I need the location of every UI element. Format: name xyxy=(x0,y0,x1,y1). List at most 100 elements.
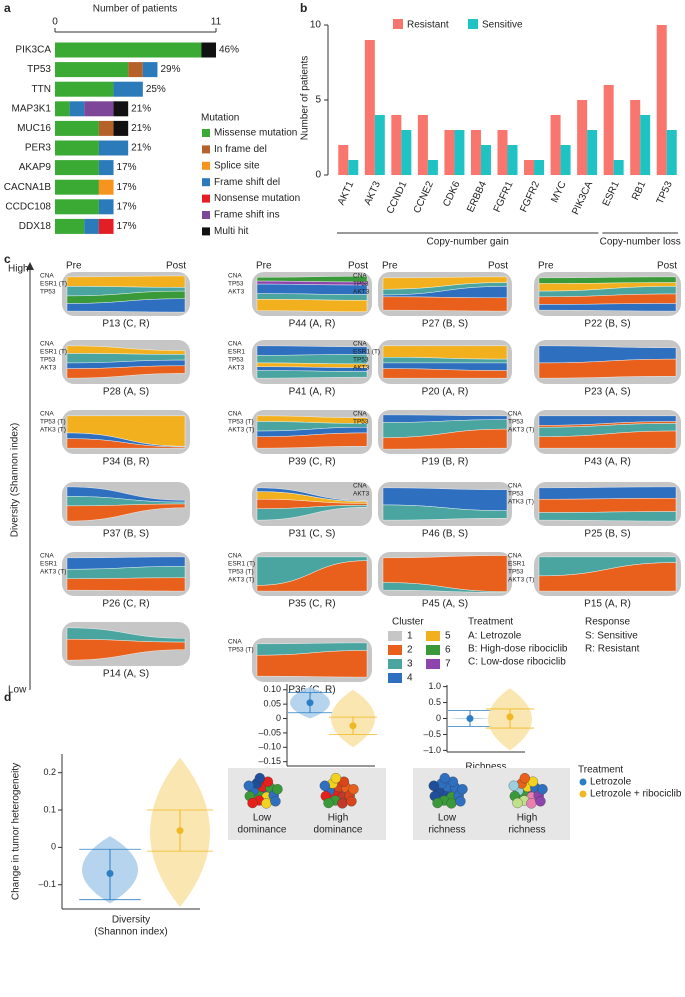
cell xyxy=(537,784,548,795)
cell xyxy=(323,797,334,809)
fish-clone xyxy=(256,345,368,356)
bar-segment xyxy=(55,62,129,78)
bar xyxy=(401,130,412,175)
bar-segment xyxy=(84,218,99,234)
plot-title: P28 (A, S) xyxy=(103,387,149,398)
y-tick-label: –0.10 xyxy=(258,742,281,752)
cell xyxy=(428,780,439,791)
cell xyxy=(346,796,357,807)
bar-segment xyxy=(201,42,216,58)
bar-segment xyxy=(55,160,99,176)
mean-point xyxy=(506,713,514,721)
legend-title: Response xyxy=(585,617,630,628)
driver-annotation: CNA xyxy=(353,341,367,348)
legend-label: 3 xyxy=(407,659,413,670)
plot-title: P19 (B, R) xyxy=(422,457,469,468)
cell xyxy=(247,797,258,809)
category-label: MAP3K1 xyxy=(12,103,52,114)
driver-annotation: AKT3 xyxy=(353,289,370,296)
x-tick-label: TP53 xyxy=(655,179,675,206)
illustration-label: richness xyxy=(508,825,545,836)
bar xyxy=(454,130,465,175)
driver-annotation: ESR1 xyxy=(228,349,245,356)
group-label: Copy-number gain xyxy=(427,237,509,248)
bar xyxy=(577,100,588,175)
y-tick-label: 0.2 xyxy=(43,767,56,777)
category-label: TTN xyxy=(32,84,51,95)
percent-label: 21% xyxy=(131,103,151,114)
legend-title: Treatment xyxy=(578,765,623,776)
y-tick-label: –0.5 xyxy=(423,729,441,739)
driver-annotation: TP53 xyxy=(228,281,244,288)
driver-annotation: AKT3 (T) xyxy=(508,577,534,584)
fish-clone xyxy=(538,303,677,312)
percent-label: 21% xyxy=(131,123,151,134)
bar xyxy=(480,145,491,175)
legend-swatch xyxy=(202,211,210,219)
illustration-label: Low xyxy=(438,813,457,824)
y-tick-label: 1.0 xyxy=(428,681,441,691)
fish-clone xyxy=(382,296,508,312)
cell xyxy=(457,784,468,795)
bar xyxy=(374,115,385,175)
x-tick-label: ERBB4 xyxy=(465,179,489,214)
y-axis-label: Diversity (Shannon index) xyxy=(10,423,21,538)
bar xyxy=(364,40,375,175)
mean-point xyxy=(349,722,357,730)
legend-swatch xyxy=(468,19,478,29)
y-tick-label: –0.15 xyxy=(258,756,281,766)
group-label: Copy-number loss xyxy=(600,237,681,248)
legend-swatch xyxy=(579,778,587,786)
percent-label: 46% xyxy=(219,45,239,56)
fish-clone xyxy=(382,428,508,450)
legend-label: 7 xyxy=(445,659,451,670)
fish-clone xyxy=(538,498,677,513)
bar xyxy=(603,85,614,175)
fish-clone xyxy=(382,368,508,379)
driver-annotation: CNA xyxy=(228,639,242,646)
category-label: CACNA1B xyxy=(4,182,52,193)
bar-segment xyxy=(55,179,99,195)
driver-annotation: TP53 (T) xyxy=(228,647,254,654)
legend-swatch xyxy=(426,631,440,641)
x-tick-label: MYC xyxy=(549,180,568,205)
bar xyxy=(507,145,518,175)
driver-annotation: ESR1 (T) xyxy=(353,349,380,356)
legend-label: C: Low-dose ribociclib xyxy=(468,657,566,668)
plot-title: P45 (A, S) xyxy=(422,599,468,610)
legend-title: Cluster xyxy=(392,617,424,628)
legend-label: Letrozole xyxy=(590,777,632,788)
cell xyxy=(243,780,254,791)
y-axis-label: Number of patients xyxy=(300,56,311,141)
legend-swatch xyxy=(202,129,210,137)
legend-label: Frame shift ins xyxy=(214,210,280,221)
legend-swatch xyxy=(388,645,402,655)
fish-clone xyxy=(66,577,186,592)
legend-label: In frame del xyxy=(214,144,267,155)
legend-label: Multi hit xyxy=(214,226,249,237)
pre-label: Pre xyxy=(382,261,398,272)
driver-annotation: AKT3 (T) xyxy=(228,427,254,434)
driver-annotation: CNA xyxy=(40,273,54,280)
x-tick-label: 11 xyxy=(211,17,222,28)
x-tick-label: FGFR1 xyxy=(492,179,516,214)
bar-segment xyxy=(55,101,70,117)
bar-segment xyxy=(84,101,114,117)
driver-annotation: CNA xyxy=(40,553,54,560)
legend-swatch xyxy=(202,194,210,203)
legend-label: Nonsense mutation xyxy=(214,193,300,204)
cell xyxy=(432,797,443,809)
cell xyxy=(512,797,523,809)
cell xyxy=(270,796,281,807)
fish-clone xyxy=(256,650,368,678)
legend-swatch xyxy=(388,673,402,683)
percent-label: 17% xyxy=(117,201,137,212)
category-label: CCDC108 xyxy=(5,201,51,212)
plot-title: P46 (B, S) xyxy=(422,529,468,540)
bar-segment xyxy=(113,120,129,136)
bar-segment xyxy=(98,199,114,215)
x-tick-label: AKT1 xyxy=(336,179,357,207)
bar xyxy=(640,115,651,175)
y-tick-label: 5 xyxy=(315,95,321,106)
plot-title: P35 (C, R) xyxy=(288,599,335,610)
